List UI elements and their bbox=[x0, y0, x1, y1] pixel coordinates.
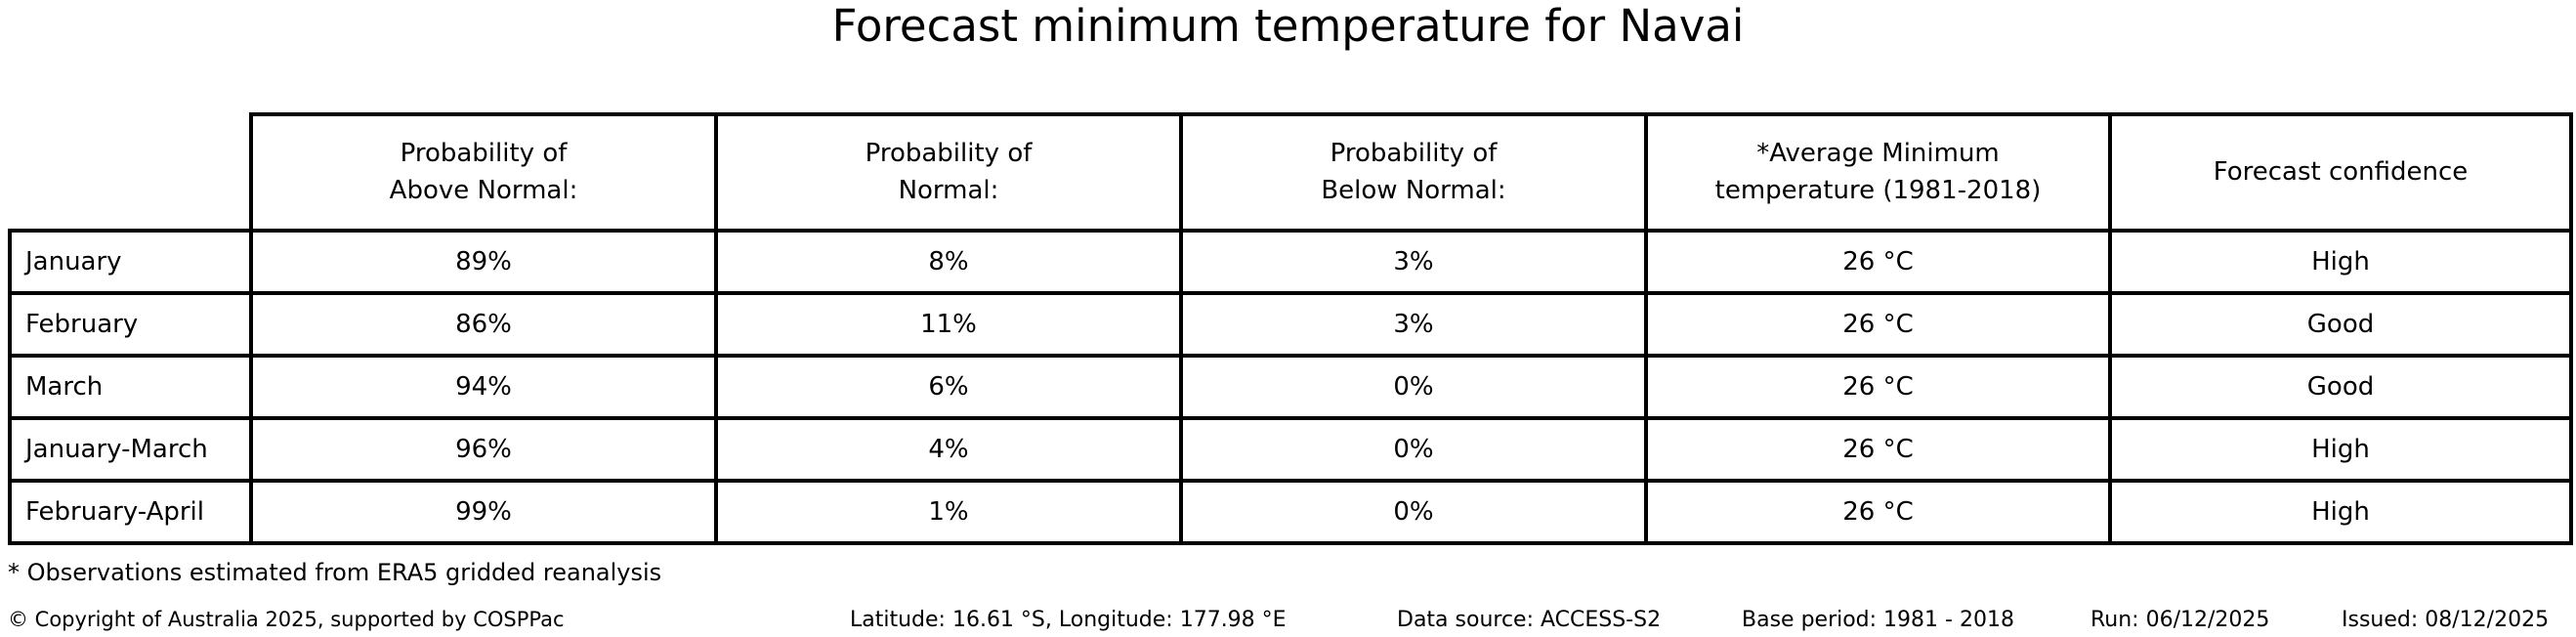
normal-value: 4% bbox=[714, 416, 1183, 483]
above-normal-value: 86% bbox=[249, 291, 718, 358]
run-date-text: Run: 06/12/2025 bbox=[2090, 608, 2270, 632]
data-source-text: Data source: ACCESS-S2 bbox=[1397, 608, 1662, 632]
avg-min-temp-value: 26 °C bbox=[1644, 354, 2112, 420]
copyright-text: © Copyright of Australia 2025, supported… bbox=[8, 608, 565, 631]
period-label: January bbox=[8, 229, 253, 295]
avg-min-temp-value: 26 °C bbox=[1644, 416, 2112, 483]
page-title: Forecast minimum temperature for Navai bbox=[831, 0, 1745, 52]
normal-value: 1% bbox=[714, 479, 1183, 545]
confidence-value: Good bbox=[2108, 291, 2573, 358]
above-normal-value: 89% bbox=[249, 229, 718, 295]
period-label: February bbox=[8, 291, 253, 358]
table-row-january: January 89% 8% 3% 26 °C High bbox=[8, 229, 2573, 295]
below-normal-value: 0% bbox=[1179, 416, 1648, 483]
below-normal-value: 0% bbox=[1179, 479, 1648, 545]
header-cell-blank bbox=[10, 114, 251, 231]
header-cell-normal: Probability of Normal: bbox=[714, 112, 1183, 233]
observations-footnote: * Observations estimated from ERA5 gridd… bbox=[8, 559, 662, 586]
header-cell-below-normal: Probability of Below Normal: bbox=[1179, 112, 1648, 233]
table-header-row: Probability of Above Normal: Probability… bbox=[10, 112, 2573, 233]
forecast-table: Probability of Above Normal: Probability… bbox=[8, 112, 2573, 545]
header-cell-above-normal: Probability of Above Normal: bbox=[249, 112, 718, 233]
header-cell-forecast-confidence: Forecast confidence bbox=[2108, 112, 2573, 233]
above-normal-value: 99% bbox=[249, 479, 718, 545]
table-row-february: February 86% 11% 3% 26 °C Good bbox=[8, 291, 2573, 358]
normal-value: 6% bbox=[714, 354, 1183, 420]
avg-min-temp-value: 26 °C bbox=[1644, 229, 2112, 295]
avg-min-temp-value: 26 °C bbox=[1644, 479, 2112, 545]
normal-value: 11% bbox=[714, 291, 1183, 358]
table-row-march: March 94% 6% 0% 26 °C Good bbox=[8, 354, 2573, 420]
table-row-january-march: January-March 96% 4% 0% 26 °C High bbox=[8, 416, 2573, 483]
issued-date-text: Issued: 08/12/2025 bbox=[2342, 608, 2550, 632]
above-normal-value: 94% bbox=[249, 354, 718, 420]
period-label: January-March bbox=[8, 416, 253, 483]
confidence-value: Good bbox=[2108, 354, 2573, 420]
above-normal-value: 96% bbox=[249, 416, 718, 483]
confidence-value: High bbox=[2108, 416, 2573, 483]
table-row-february-april: February-April 99% 1% 0% 26 °C High bbox=[8, 479, 2573, 545]
period-label: March bbox=[8, 354, 253, 420]
period-label: February-April bbox=[8, 479, 253, 545]
avg-min-temp-value: 26 °C bbox=[1644, 291, 2112, 358]
header-cell-avg-min-temp: *Average Minimum temperature (1981-2018) bbox=[1644, 112, 2112, 233]
normal-value: 8% bbox=[714, 229, 1183, 295]
base-period-text: Base period: 1981 - 2018 bbox=[1742, 608, 2014, 632]
confidence-value: High bbox=[2108, 229, 2573, 295]
confidence-value: High bbox=[2108, 479, 2573, 545]
below-normal-value: 0% bbox=[1179, 354, 1648, 420]
location-text: Latitude: 16.61 °S, Longitude: 177.98 °E bbox=[850, 608, 1287, 632]
below-normal-value: 3% bbox=[1179, 229, 1648, 295]
below-normal-value: 3% bbox=[1179, 291, 1648, 358]
